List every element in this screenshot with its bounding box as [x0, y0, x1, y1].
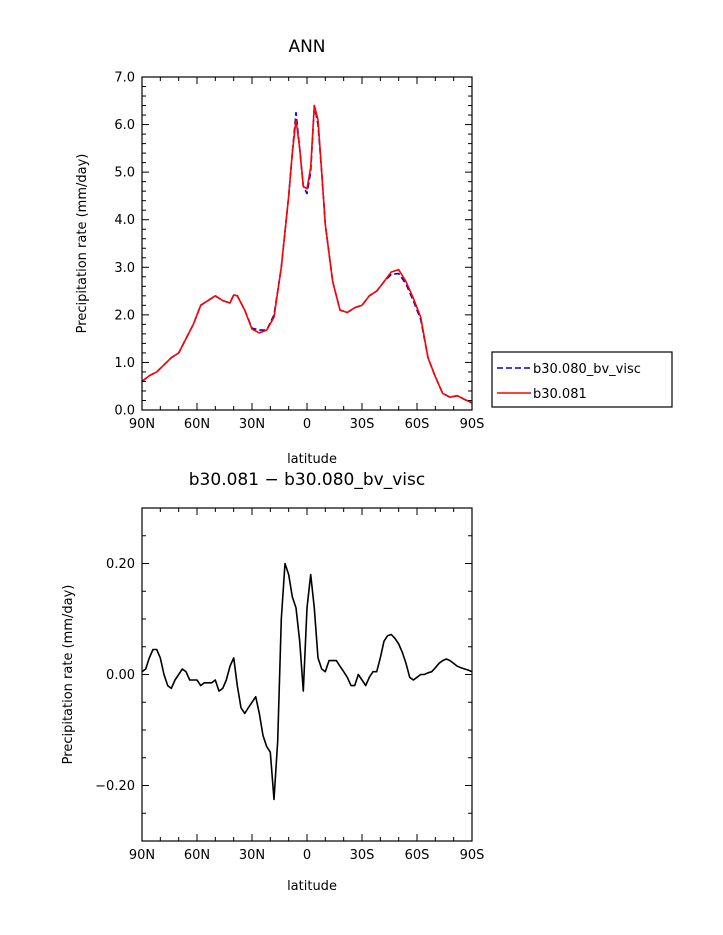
y-tick-label: 2.0 — [114, 308, 135, 323]
y-tick-label: 1.0 — [114, 356, 135, 371]
y-tick-label: 3.0 — [114, 261, 135, 276]
y-tick-label: −0.20 — [95, 779, 135, 794]
x-tick-label: 60S — [405, 848, 430, 863]
y-axis-label-bottom: Precipitation rate (mm/day) — [61, 585, 76, 765]
precip-panel-ann: ANN 90N 60N 30N 0 30S 60S 90S 0.0 1.0 2.0 3.0 4.0 5.… — [75, 37, 484, 467]
x-tick-label: 30S — [350, 417, 375, 432]
series-line-b30-080-bv-visc — [141, 104, 473, 404]
x-tick-label: 90S — [460, 417, 485, 432]
y-tick-label: 6.0 — [114, 118, 135, 133]
x-tick-label: 0 — [303, 417, 311, 432]
legend-box — [491, 351, 673, 408]
plot-frame-top — [141, 76, 473, 411]
x-tick-label: 90N — [129, 848, 155, 863]
y-tick-label: 4.0 — [114, 213, 135, 228]
legend: b30.080_bv_visc b30.081 — [491, 351, 673, 408]
y-tick-label: 0.00 — [106, 668, 135, 683]
x-tick-label: 30N — [239, 417, 265, 432]
x-tick-label: 60N — [184, 848, 210, 863]
axis-ticks-top: 90N 60N 30N 0 30S 60S 90S 0.0 1.0 2.0 3.0 4.0 5.0 6.0… — [114, 71, 484, 433]
difference-line — [141, 562, 473, 801]
difference-panel: b30.081 − b30.080_bv_visc 90N 60N 30N 0 30S 6… — [61, 470, 484, 894]
series-line-difference — [141, 562, 473, 801]
x-axis-label-bottom: latitude — [287, 879, 337, 894]
y-tick-label: 0.20 — [106, 557, 135, 572]
y-tick-label: 0.0 — [114, 404, 135, 419]
x-tick-label: 30N — [239, 848, 265, 863]
y-tick-label: 5.0 — [114, 166, 135, 181]
y-tick-label: 7.0 — [114, 71, 135, 86]
x-tick-label: 60N — [184, 417, 210, 432]
series-lines — [141, 104, 473, 404]
x-tick-label: 30S — [350, 848, 375, 863]
chart-title-ann: ANN — [288, 37, 325, 57]
chart-title-difference: b30.081 − b30.080_bv_visc — [189, 470, 425, 490]
x-tick-label: 90N — [129, 417, 155, 432]
axis-ticks-bottom: 90N 60N 30N 0 30S 60S 90S −0.20 0.00 0.20 — [95, 507, 485, 863]
x-axis-label-top: latitude — [287, 452, 337, 467]
y-axis-label-top: Precipitation rate (mm/day) — [75, 154, 90, 334]
legend-label-b30-081: b30.081 — [533, 387, 587, 402]
legend-label-b30-080: b30.080_bv_visc — [533, 362, 641, 377]
x-tick-label: 60S — [405, 417, 430, 432]
x-tick-label: 90S — [460, 848, 485, 863]
x-tick-label: 0 — [303, 848, 311, 863]
series-line-b30-081 — [141, 104, 473, 404]
